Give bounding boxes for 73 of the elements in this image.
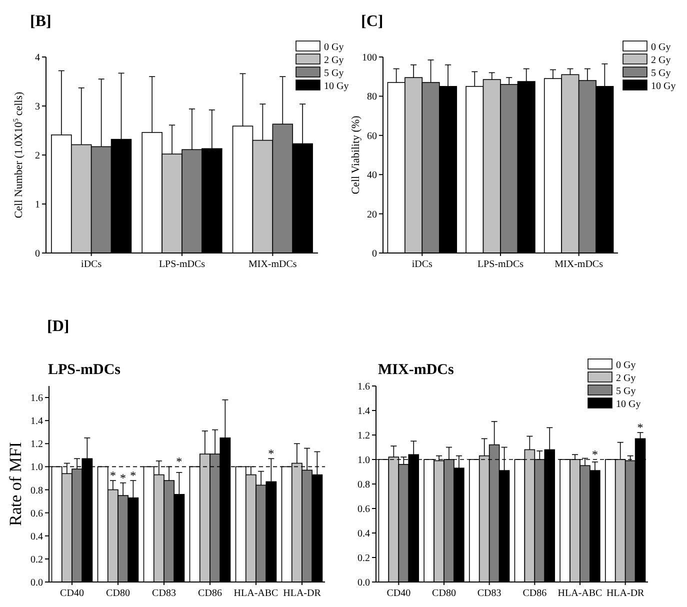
y-tick-label: 0.2 xyxy=(358,553,370,564)
legend-label: 10 Gy xyxy=(651,81,676,92)
x-tick-label: MIX-mDCs xyxy=(554,259,604,270)
y-tick-label: 3 xyxy=(35,102,40,112)
chart-title: MIX-mDCs xyxy=(378,362,454,378)
x-tick-label: CD40 xyxy=(60,588,84,599)
x-tick-label: CD86 xyxy=(198,588,222,599)
x-tick-label: CD80 xyxy=(106,588,130,599)
x-tick-label: CD83 xyxy=(477,588,502,599)
x-tick-label: CD40 xyxy=(386,588,411,599)
y-tick-label: 1.4 xyxy=(30,416,43,428)
y-tick-label: 20 xyxy=(367,209,377,220)
y-tick-label: 0.0 xyxy=(30,578,43,588)
legend-label: 5 Gy xyxy=(324,68,344,79)
legend-label: 0 Gy xyxy=(324,42,344,53)
annotation: * xyxy=(268,446,274,461)
y-tick-label: 1.0 xyxy=(358,455,370,466)
y-tick-label: 0.4 xyxy=(358,528,370,540)
legend-label: 10 Gy xyxy=(616,399,641,410)
y-tick-label: 1.0 xyxy=(30,462,43,474)
x-tick-label: MIX-mDCs xyxy=(248,259,297,270)
x-tick-label: CD86 xyxy=(522,588,547,599)
y-tick-label: 40 xyxy=(367,170,377,182)
y-tick-label: 1.2 xyxy=(358,430,370,442)
y-tick-label: 0.8 xyxy=(358,480,370,490)
y-tick-label: 0.6 xyxy=(30,508,43,520)
y-tick-label: 100 xyxy=(362,52,377,64)
chart-title: [B] xyxy=(30,13,52,30)
legend-label: 10 Gy xyxy=(324,81,349,92)
y-tick-label: 0.4 xyxy=(30,531,43,542)
annotation: * xyxy=(120,470,126,485)
annotation: * xyxy=(592,448,598,462)
y-tick-label: 0.2 xyxy=(30,554,43,566)
y-tick-label: 0.0 xyxy=(358,578,370,588)
chart-title: [C] xyxy=(361,13,384,30)
y-axis-title: Cell Viability (%) xyxy=(350,115,362,194)
legend-label: 2 Gy xyxy=(616,373,636,384)
chart-title: LPS-mDCs xyxy=(48,362,121,378)
annotation: * xyxy=(637,420,644,435)
text: [D] xyxy=(47,318,70,335)
legend-label: 5 Gy xyxy=(651,68,671,79)
x-tick-label: HLA-ABC xyxy=(558,588,603,599)
y-tick-label: 2 xyxy=(35,150,40,162)
annotation: * xyxy=(130,468,136,483)
legend-label: 2 Gy xyxy=(324,55,344,66)
y-tick-label: 4 xyxy=(35,52,40,64)
y-tick-label: 1.2 xyxy=(30,439,43,450)
y-tick-label: 0.6 xyxy=(358,504,370,515)
legend-label: 0 Gy xyxy=(651,42,671,53)
y-tick-label: 1.6 xyxy=(30,393,43,404)
x-tick-label: HLA-ABC xyxy=(234,588,279,599)
x-tick-label: iDCs xyxy=(412,259,433,270)
legend-label: 0 Gy xyxy=(616,360,636,371)
y-tick-label: 0 xyxy=(372,248,377,260)
x-tick-label: CD80 xyxy=(432,588,456,599)
x-tick-label: HLA-DR xyxy=(606,588,645,599)
x-tick-label: CD83 xyxy=(152,588,176,599)
y-tick-label: 0.8 xyxy=(30,485,43,496)
legend-label: 5 Gy xyxy=(616,386,636,397)
x-tick-label: HLA-DR xyxy=(283,588,322,599)
y-tick-label: 1.4 xyxy=(358,406,370,417)
annotation: * xyxy=(176,454,182,469)
legend-label: 2 Gy xyxy=(651,55,671,66)
x-tick-label: LPS-mDCs xyxy=(158,259,206,270)
y-tick-label: 80 xyxy=(367,92,377,103)
y-tick-label: 0 xyxy=(35,248,40,260)
y-tick-label: 1.6 xyxy=(358,382,370,392)
y-tick-label: 60 xyxy=(367,130,377,142)
annotation: * xyxy=(110,468,116,483)
x-tick-label: iDCs xyxy=(81,259,102,270)
y-tick-label: 1 xyxy=(35,200,40,210)
x-tick-label: LPS-mDCs xyxy=(477,259,524,270)
y-axis-title: Rate of MFI xyxy=(6,442,25,526)
